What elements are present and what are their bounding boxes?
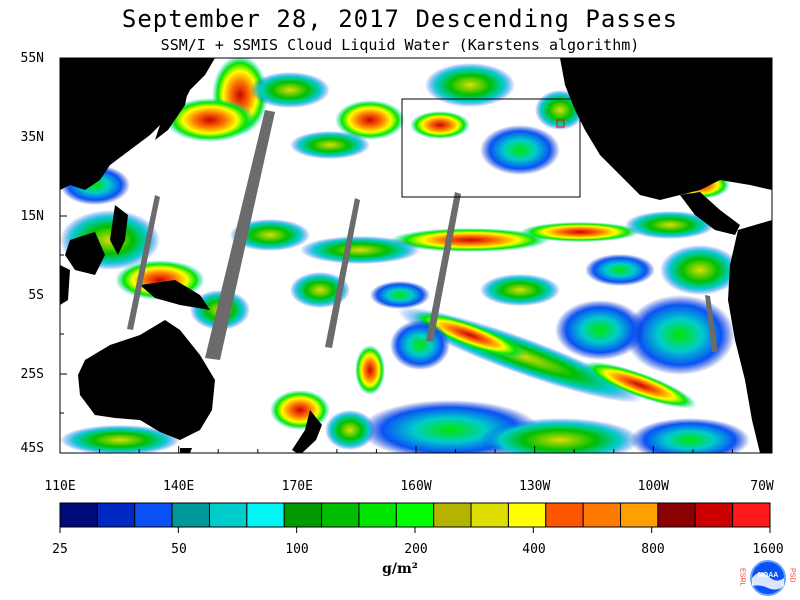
colorbar-ticks [59, 527, 771, 533]
japan-landmass [155, 80, 190, 140]
north-america-landmass [560, 58, 772, 200]
colorbar-label: 25 [52, 542, 68, 557]
colorbar-swatch [470, 502, 509, 528]
colorbar-label: 400 [522, 542, 546, 557]
map-subtitle: SSM/I + SSMIS Cloud Liquid Water (Karste… [160, 36, 640, 54]
map-ticks [59, 57, 773, 454]
lat-label: 25S [20, 367, 44, 382]
new-guinea-landmass [140, 280, 210, 310]
colorbar-label: 1600 [752, 542, 784, 557]
new-zealand-landmass [292, 410, 322, 453]
borneo-landmass [65, 232, 105, 275]
colorbar-swatch [59, 502, 98, 528]
region-box [401, 98, 581, 198]
colorbar-label: 50 [171, 542, 187, 557]
colorbar-swatch [507, 502, 547, 528]
colorbar-unit: g/m² [382, 561, 418, 577]
colorbar-swatch [545, 502, 584, 528]
lon-label: 140E [163, 479, 195, 494]
south-america-landmass [728, 220, 772, 453]
colorbar-swatch [657, 502, 696, 528]
colorbar-swatch [321, 502, 360, 528]
colorbar-label: 200 [404, 542, 428, 557]
logo-text: NOAA [758, 572, 779, 579]
lon-label: 130W [519, 479, 551, 494]
colorbar-swatch [171, 502, 210, 528]
colorbar-label: 800 [641, 542, 665, 557]
colorbar-swatch [694, 502, 734, 528]
colorbar-swatch [246, 502, 285, 528]
colorbar-swatch [283, 502, 323, 528]
landmasses [60, 58, 772, 453]
lon-label: 170E [281, 479, 313, 494]
region-marker [556, 119, 565, 128]
lon-label: 160W [400, 479, 432, 494]
colorbar-swatch [358, 502, 397, 528]
noaa-logo: NOAA ESRL PSD [739, 560, 796, 596]
colorbar-swatch [732, 502, 771, 528]
logo-side-left: ESRL [739, 568, 746, 586]
australia-landmass [78, 320, 215, 440]
lat-label: 45S [20, 441, 44, 456]
colorbar-swatch [134, 502, 173, 528]
map-title: September 28, 2017 Descending Passes [121, 5, 679, 33]
colorbar-label: 100 [285, 542, 309, 557]
colorbar-swatch [620, 502, 659, 528]
colorbar-swatch [582, 502, 622, 528]
colorbar-swatch [96, 502, 136, 528]
colorbar-swatch [208, 502, 248, 528]
lat-label: 55N [20, 51, 44, 66]
colorbar-swatch [433, 502, 472, 528]
logo-side-right: PSD [789, 568, 796, 582]
philippines-landmass [110, 205, 128, 255]
lon-label: 100W [637, 479, 669, 494]
lat-label: 35N [20, 130, 44, 145]
map-area [60, 58, 772, 453]
no-data-swaths [127, 110, 718, 360]
lon-label: 70W [750, 479, 774, 494]
colorbar-swatch [395, 502, 435, 528]
colorbar [59, 502, 771, 528]
lon-label: 110E [44, 479, 76, 494]
lat-label: 5S [28, 288, 44, 303]
lat-label: 15N [20, 209, 44, 224]
